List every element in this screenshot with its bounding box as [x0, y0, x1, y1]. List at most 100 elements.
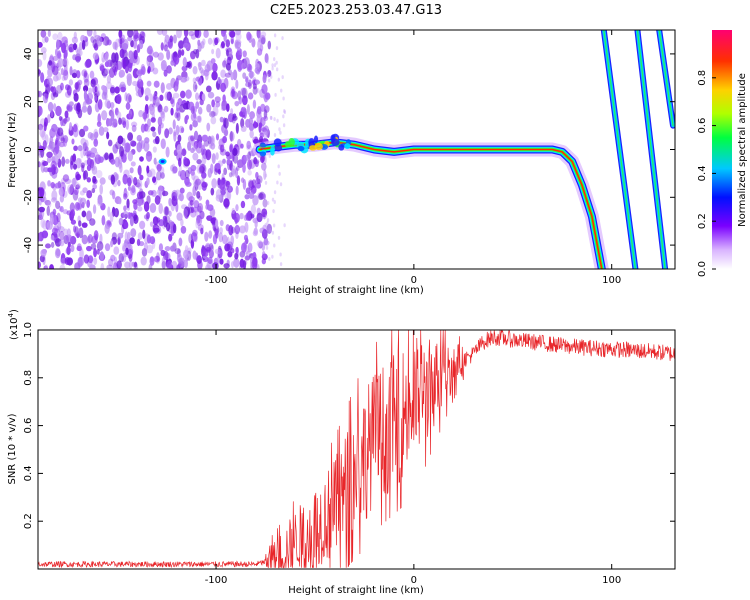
heatmap-noise-mark [142, 110, 148, 116]
heatmap-noise-mark [57, 220, 62, 231]
heatmap-noise-mark [129, 216, 134, 227]
heatmap-noise-mark [83, 149, 87, 157]
heatmap-noise-mark [128, 108, 134, 120]
heatmap-noise-mark [196, 163, 203, 175]
heatmap-noise-mark [71, 36, 79, 44]
heatmap-noise-mark [48, 140, 53, 149]
heatmap-noise-mark [256, 212, 263, 223]
chart-title: C2E5.2023.253.03.47.G13 [270, 3, 442, 18]
heatmap-noise-mark [146, 165, 150, 174]
heatmap-noise-mark [266, 201, 270, 206]
heatmap-noise-mark [74, 82, 79, 90]
heatmap-noise-mark [168, 233, 173, 242]
heatmap-noise-mark [90, 218, 94, 226]
heatmap-noise-mark [161, 63, 168, 72]
heatmap-noise-mark [232, 147, 238, 157]
heatmap-noise-mark [62, 209, 69, 215]
heatmap-noise-mark [273, 190, 277, 195]
heatmap-noise-mark [248, 192, 255, 199]
heatmap-noise-mark [117, 159, 123, 169]
heatmap-noise-mark [99, 251, 105, 261]
heatmap-noise-mark [213, 168, 219, 176]
heatmap-noise-mark [127, 132, 134, 141]
heatmap-noise-mark [263, 169, 267, 180]
heatmap-noise-mark [153, 94, 157, 100]
heatmap-noise-mark [185, 114, 190, 121]
heatmap-noise-mark [101, 215, 106, 226]
snr-y-tick-label: 0.8 [23, 370, 34, 386]
heatmap-noise-mark [90, 243, 97, 250]
heatmap-noise-mark [278, 171, 281, 176]
heatmap-noise-mark [236, 47, 242, 56]
heatmap-noise-mark [277, 77, 281, 82]
heatmap-noise-mark [77, 256, 83, 268]
heatmap-noise-mark [58, 226, 65, 233]
heatmap-noise-mark [279, 252, 282, 257]
heatmap-noise-mark [225, 49, 229, 57]
heatmap-noise-mark [45, 93, 49, 99]
heatmap-noise-mark [281, 75, 284, 80]
heatmap-noise-mark [259, 155, 265, 164]
heatmap-noise-mark [104, 99, 111, 108]
heatmap-noise-mark [57, 58, 64, 68]
heatmap-noise-mark [126, 174, 134, 184]
heatmap-noise-mark [99, 184, 104, 195]
heatmap-noise-mark [133, 176, 138, 186]
heatmap-noise-mark [276, 180, 279, 185]
heatmap-noise-mark [127, 177, 132, 187]
heatmap-noise-mark [38, 59, 43, 68]
colorbar-tick-label: 0.2 [697, 213, 708, 229]
heatmap-noise-mark [47, 167, 53, 173]
heatmap-noise-mark [255, 171, 259, 180]
heatmap-noise-mark [119, 145, 125, 157]
heatmap-noise-mark [53, 103, 57, 111]
heatmap-noise-mark [240, 125, 247, 132]
heatmap-noise-mark [143, 214, 149, 220]
heatmap-noise-mark [203, 30, 209, 39]
heatmap-noise-mark [197, 202, 204, 213]
heatmap-noise-mark [121, 224, 125, 235]
heatmap-noise-mark [201, 134, 209, 142]
heatmap-noise-mark [234, 100, 240, 107]
heatmap-noise-mark [220, 30, 226, 37]
heatmap-noise-mark [215, 47, 221, 59]
heatmap-noise-mark [205, 264, 211, 269]
heatmap-noise-mark [96, 35, 103, 47]
heatmap-noise-mark [170, 98, 175, 105]
heatmap-noise-mark [137, 198, 143, 207]
heatmap-noise-mark [79, 197, 87, 206]
heatmap-noise-mark [86, 190, 93, 199]
heatmap-noise-mark [174, 248, 181, 255]
heatmap-noise-mark [73, 225, 77, 233]
heatmap-noise-mark [93, 257, 98, 265]
heatmap-noise-mark [222, 135, 228, 144]
heatmap-noise-mark [72, 163, 78, 170]
heatmap-noise-mark [102, 72, 107, 79]
heatmap-noise-mark [197, 141, 202, 149]
heatmap-noise-mark [256, 106, 262, 115]
heatmap-noise-mark [101, 91, 107, 100]
heatmap-noise-mark [158, 203, 164, 214]
heatmap-noise-mark [103, 127, 109, 133]
heatmap-noise-mark [230, 108, 234, 115]
heatmap-noise-mark [136, 191, 144, 200]
heatmap-noise-mark [210, 187, 215, 196]
heatmap-noise-mark [239, 111, 244, 117]
heatmap-noise-mark [216, 162, 221, 171]
heatmap-noise-mark [123, 205, 127, 212]
heatmap-noise-mark [273, 243, 276, 248]
heatmap-noise-mark [146, 46, 151, 55]
heatmap-noise-mark [208, 230, 213, 239]
heatmap-noise-mark [132, 80, 138, 87]
spectrogram-x-tick-label: 100 [602, 275, 621, 286]
heatmap-noise-mark [160, 249, 166, 257]
heatmap-noise-mark [79, 248, 84, 260]
heatmap-noise-mark [235, 79, 239, 89]
heatmap-noise-mark [235, 246, 239, 254]
heatmap-noise-mark [225, 151, 230, 157]
heatmap-noise-mark [42, 139, 47, 150]
heatmap-noise-mark [126, 198, 130, 209]
heatmap-noise-mark [192, 229, 198, 237]
heatmap-noise-mark [147, 118, 151, 128]
heatmap-noise-mark [176, 101, 180, 112]
